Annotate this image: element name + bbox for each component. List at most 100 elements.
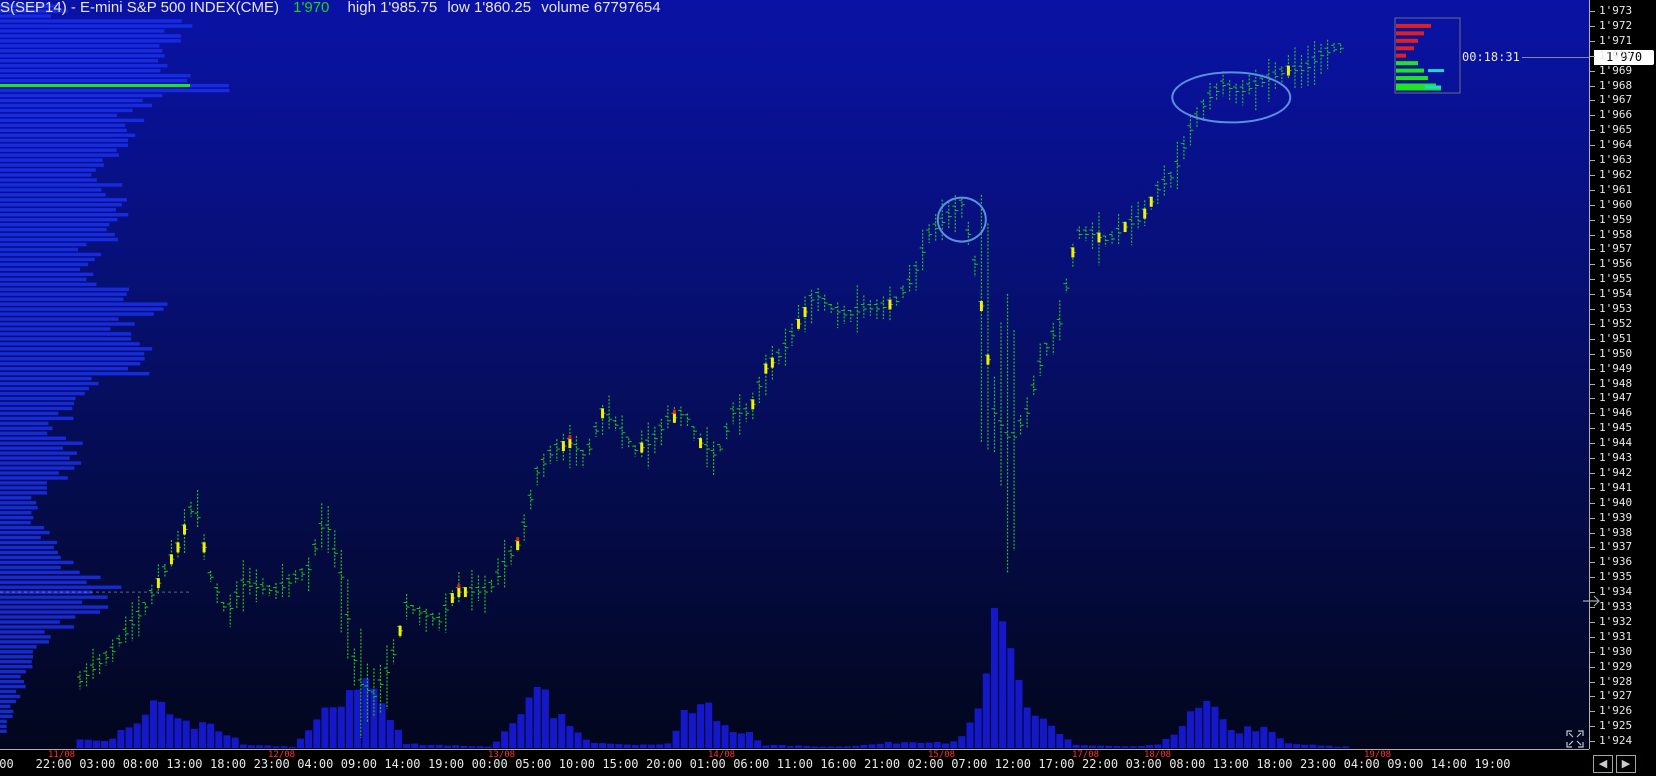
price-tick-mark (1589, 532, 1595, 534)
price-tick-mark (1589, 621, 1595, 623)
profile-bar (0, 381, 99, 386)
profile-bar (0, 516, 34, 520)
volume-bar (1105, 745, 1113, 748)
volume-bar (1244, 726, 1252, 748)
volume-hot (516, 537, 520, 542)
time-tick-label: 14:00 (1430, 757, 1467, 771)
volume-value: 67797654 (593, 0, 661, 16)
volume-bar (623, 744, 631, 748)
price-tick-mark (1589, 487, 1595, 489)
profile-bar (0, 352, 145, 356)
profile-bar (0, 665, 33, 669)
price-tick-mark (1589, 413, 1595, 415)
time-tick-label: 02:00 (907, 757, 944, 771)
time-tick-label: 10:00 (558, 757, 595, 771)
time-tick-label: 20:00 (646, 757, 683, 771)
price-tick-mark (1589, 100, 1595, 102)
volume-bar (247, 745, 255, 748)
volume-bar (492, 741, 500, 748)
volume-highlight (202, 542, 206, 553)
date-tick-label: 12/08 (268, 750, 296, 760)
profile-bar (0, 620, 60, 624)
volume-bar (1186, 711, 1194, 748)
volume-highlight (516, 540, 520, 551)
price-chart-svg[interactable] (0, 0, 1589, 749)
volume-bar (1113, 746, 1121, 748)
profile-bar (0, 232, 115, 237)
profile-bar (0, 660, 32, 664)
annotation-circle (1171, 71, 1292, 124)
volume-bar (476, 746, 484, 748)
volume-highlight (169, 554, 173, 565)
chart-area[interactable]: S(SEP14) - E-mini S&P 500 INDEX(CME) 1'9… (0, 0, 1589, 749)
volume-bar (1146, 744, 1154, 748)
profile-bar (0, 565, 61, 570)
price-tick-mark (1589, 323, 1595, 325)
volume-bar (1162, 738, 1170, 748)
volume-bar (974, 708, 982, 748)
volume-highlight (640, 442, 644, 453)
volume-highlight (803, 306, 807, 317)
volume-bar (631, 745, 639, 748)
price-tick-mark (1589, 472, 1595, 474)
profile-bar (0, 297, 124, 301)
profile-bar (0, 476, 68, 480)
mini-profile-marker (1425, 85, 1441, 89)
expand-icon[interactable] (1565, 729, 1585, 749)
volume-bar (656, 744, 664, 748)
price-tick-mark (1589, 11, 1595, 12)
price-tick-label: 1'938 (1599, 525, 1633, 539)
price-axis[interactable] (1589, 0, 1656, 749)
profile-bar (0, 709, 14, 714)
volume-bar (893, 743, 900, 748)
poc-line (0, 84, 190, 87)
price-tick-mark (1589, 294, 1595, 296)
price-tick-label: 1'967 (1599, 93, 1633, 107)
price-tick-label: 1'951 (1599, 331, 1633, 345)
time-tick-label: 14:00 (384, 757, 421, 771)
volume-bar (1088, 745, 1096, 748)
price-tick-label: 1'973 (1599, 4, 1633, 17)
profile-bar (0, 257, 95, 262)
volume-bar (1333, 746, 1341, 748)
high-value: 1'985.75 (380, 0, 438, 16)
volume-bar (901, 742, 909, 748)
profile-bar (0, 386, 89, 391)
profile-bar (0, 128, 127, 132)
time-tick-label: 07:00 (951, 757, 988, 771)
time-tick-label: 13:00 (166, 757, 203, 771)
volume-bar (1007, 648, 1015, 748)
volume-bar (909, 742, 917, 748)
time-tick-label: 09:00 (1387, 757, 1424, 771)
price-tick-label: 1'969 (1599, 63, 1633, 77)
volume-bar (958, 736, 966, 748)
price-tick-label: 1'932 (1599, 614, 1633, 628)
time-tick-label: 08:00 (1169, 757, 1206, 771)
time-tick-label: 23:00 (1300, 757, 1337, 771)
price-tick-mark (1589, 428, 1595, 430)
mini-profile-marker (1428, 69, 1444, 73)
volume-bar (517, 714, 525, 748)
volume-highlight (176, 542, 180, 553)
profile-bar (0, 153, 119, 157)
scroll-left-icon[interactable]: ◀ (1593, 755, 1613, 773)
volume-bar (1015, 679, 1023, 748)
profile-bar (0, 451, 77, 455)
price-tick-mark (1589, 353, 1595, 355)
time-axis[interactable] (0, 749, 1589, 776)
profile-bar (0, 466, 75, 470)
volume-bar (84, 739, 92, 748)
volume-bar (321, 707, 329, 748)
volume-bar (1097, 745, 1105, 748)
volume-bar (1121, 746, 1129, 748)
volume-bar (1219, 719, 1227, 748)
profile-bar (0, 684, 26, 689)
volume-bar (1309, 744, 1317, 748)
profile-bar (0, 501, 37, 505)
scroll-right-icon[interactable]: ▶ (1616, 755, 1636, 773)
profile-bar (0, 714, 13, 719)
price-tick-label: 1'949 (1599, 361, 1633, 375)
price-tick-mark (1589, 249, 1595, 251)
volume-bar (852, 745, 860, 748)
price-tick-label: 1'934 (1599, 585, 1633, 599)
